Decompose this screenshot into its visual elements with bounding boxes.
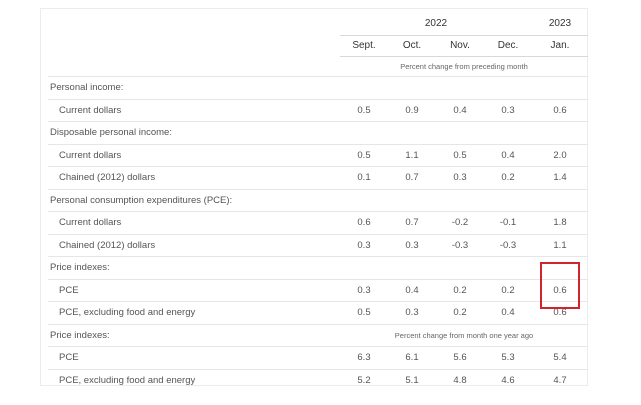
value-cell: -0.1 xyxy=(484,211,532,234)
value-cell: 0.3 xyxy=(436,166,484,189)
table-row: Chained (2012) dollars 0.1 0.7 0.3 0.2 1.4 xyxy=(48,166,588,189)
value-cell: 0.3 xyxy=(340,233,388,257)
value-cell: 0.5 xyxy=(340,98,388,122)
value-cell: 0.6 xyxy=(532,98,588,122)
unit-note-yearly: Percent change from month one year ago xyxy=(340,323,588,347)
value-cell: 0.2 xyxy=(484,166,532,189)
value-cell: 0.4 xyxy=(436,98,484,122)
value-cell: 0.3 xyxy=(484,98,532,122)
row-label: Current dollars xyxy=(48,211,340,234)
row-label: PCE, excluding food and energy xyxy=(48,301,340,324)
unit-row-monthly: Percent change from preceding month xyxy=(48,57,588,77)
personal-income-outlays-table: 2022 2023 Sept. Oct. Nov. Dec. Jan. Perc… xyxy=(48,13,588,391)
value-cell: 0.3 xyxy=(388,301,436,324)
value-cell: 5.6 xyxy=(436,346,484,369)
value-cell: 0.3 xyxy=(340,278,388,302)
value-cell: 0.2 xyxy=(436,278,484,302)
value-cell: 4.7 xyxy=(532,368,588,391)
table-row: PCE 6.3 6.1 5.6 5.3 5.4 xyxy=(48,346,588,369)
value-cell: 0.4 xyxy=(484,143,532,167)
section-row: Disposable personal income: xyxy=(48,121,588,144)
table-body: Personal income: Current dollars 0.5 0.9 0.4… xyxy=(48,76,588,391)
row-label: Current dollars xyxy=(48,143,340,167)
table-row: Current dollars 0.5 0.9 0.4 0.3 0.6 xyxy=(48,98,588,122)
value-cell: 1.1 xyxy=(532,233,588,257)
row-label: PCE xyxy=(48,278,340,302)
table-row: PCE, excluding food and energy 0.5 0.3 0.2 0… xyxy=(48,301,588,324)
month-header: Oct. xyxy=(388,35,436,57)
value-cell: 0.4 xyxy=(388,278,436,302)
month-header: Dec. xyxy=(484,35,532,57)
value-cell: 1.4 xyxy=(532,166,588,189)
value-cell: 1.8 xyxy=(532,211,588,234)
value-cell: 0.9 xyxy=(388,98,436,122)
month-header-row: Sept. Oct. Nov. Dec. Jan. xyxy=(48,35,588,57)
value-cell: 0.6 xyxy=(532,301,588,324)
section-label: Disposable personal income: xyxy=(48,121,340,144)
unit-note-monthly: Percent change from preceding month xyxy=(400,61,528,71)
value-cell: 6.3 xyxy=(340,346,388,369)
table-row: PCE, excluding food and energy 5.2 5.1 4.8 4… xyxy=(48,368,588,391)
section-row: Price indexes: xyxy=(48,256,588,279)
table-row: Chained (2012) dollars 0.3 0.3 -0.3 -0.3 1.1 xyxy=(48,233,588,257)
value-cell: -0.3 xyxy=(436,233,484,257)
value-cell: 5.4 xyxy=(532,346,588,369)
value-cell: 0.5 xyxy=(436,143,484,167)
value-cell: 5.2 xyxy=(340,368,388,391)
value-cell: 0.7 xyxy=(388,166,436,189)
value-cell: 0.4 xyxy=(484,301,532,324)
year-2022-header: 2022 xyxy=(340,13,532,36)
value-cell: 4.6 xyxy=(484,368,532,391)
value-cell: 4.8 xyxy=(436,368,484,391)
value-cell: 1.1 xyxy=(388,143,436,167)
year-2023-header: 2023 xyxy=(532,13,588,36)
table-row: PCE 0.3 0.4 0.2 0.2 0.6 xyxy=(48,278,588,302)
value-cell: -0.3 xyxy=(484,233,532,257)
month-header: Nov. xyxy=(436,35,484,57)
value-cell: 0.2 xyxy=(436,301,484,324)
month-header: Sept. xyxy=(340,35,388,57)
value-cell: 6.1 xyxy=(388,346,436,369)
value-cell: 0.2 xyxy=(484,278,532,302)
month-header: Jan. xyxy=(532,35,588,57)
value-cell: 0.7 xyxy=(388,211,436,234)
value-cell: 0.6 xyxy=(532,278,588,302)
value-cell: 5.1 xyxy=(388,368,436,391)
highlight-box xyxy=(540,262,580,309)
value-cell: 0.5 xyxy=(340,301,388,324)
table-row: Current dollars 0.6 0.7 -0.2 -0.1 1.8 xyxy=(48,211,588,234)
section-label: Personal consumption expenditures (PCE): xyxy=(48,188,340,212)
section-label: Price indexes: xyxy=(48,323,340,347)
row-label: PCE xyxy=(48,346,340,369)
row-label: Current dollars xyxy=(48,98,340,122)
row-label: Chained (2012) dollars xyxy=(48,166,340,189)
section-row: Personal consumption expenditures (PCE): xyxy=(48,188,588,212)
value-cell: 0.6 xyxy=(340,211,388,234)
row-label: Chained (2012) dollars xyxy=(48,233,340,257)
value-cell: 5.3 xyxy=(484,346,532,369)
section-label: Price indexes: xyxy=(48,256,340,279)
value-cell: 0.1 xyxy=(340,166,388,189)
table-row: Current dollars 0.5 1.1 0.5 0.4 2.0 xyxy=(48,143,588,167)
section-row: Personal income: xyxy=(48,76,588,99)
value-cell: 0.5 xyxy=(340,143,388,167)
row-label: PCE, excluding food and energy xyxy=(48,368,340,391)
year-header-row: 2022 2023 xyxy=(48,13,588,36)
section-label: Personal income: xyxy=(48,76,340,99)
section-row: Price indexes: Percent change from month … xyxy=(48,323,588,347)
value-cell: -0.2 xyxy=(436,211,484,234)
value-cell: 0.3 xyxy=(388,233,436,257)
value-cell: 2.0 xyxy=(532,143,588,167)
